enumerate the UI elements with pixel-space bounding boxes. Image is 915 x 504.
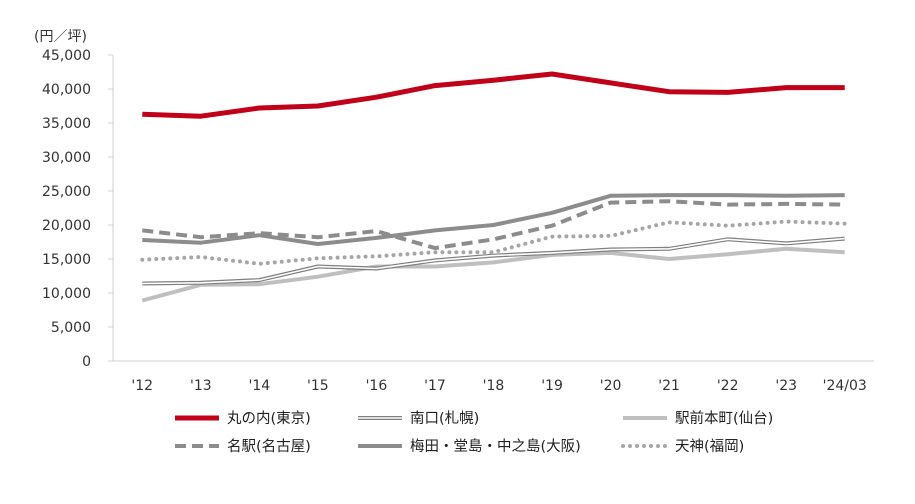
y-tick-label: 10,000 [42, 286, 91, 302]
series-3 [142, 199, 845, 251]
legend-item: 丸の内(東京) [175, 410, 311, 427]
x-tick-label: '23 [775, 378, 797, 394]
y-tick-label: 25,000 [42, 184, 91, 200]
series-5 [140, 219, 847, 266]
series-4 [142, 193, 845, 246]
series-1 [142, 236, 845, 286]
x-tick-label: '12 [131, 378, 153, 394]
y-tick-label: 15,000 [42, 252, 91, 268]
series-line [142, 193, 845, 246]
legend-label: 名駅(名古屋) [227, 438, 311, 455]
series-line-inner [142, 237, 845, 285]
y-tick-label: 0 [82, 354, 91, 370]
legend-label: 梅田・堂島・中之島(大阪) [410, 438, 581, 455]
y-tick-label: 40,000 [42, 82, 91, 98]
series-2 [141, 246, 845, 303]
x-tick-label: '24/03 [823, 378, 867, 394]
legend-item: 名駅(名古屋) [175, 438, 311, 455]
x-tick-label: '19 [541, 378, 563, 394]
legend-label: 南口(札幌) [410, 410, 479, 427]
y-tick-label: 20,000 [42, 218, 91, 234]
series-0 [142, 71, 845, 119]
x-tick-label: '20 [600, 378, 622, 394]
legend-label: 天神(福岡) [675, 438, 744, 455]
x-tick-label: '17 [424, 378, 446, 394]
legend-item: 駅前本町(仙台) [623, 410, 773, 427]
y-tick-label: 45,000 [42, 48, 91, 64]
x-tick-label: '15 [307, 378, 329, 394]
series-line [142, 199, 845, 251]
y-tick-label: 35,000 [42, 116, 91, 132]
legend-label: 駅前本町(仙台) [675, 410, 773, 427]
y-axis-ticks: 0 5,000 10,000 15,000 20,000 25,000 30,000 35,0… [42, 48, 113, 370]
series-layer [140, 71, 847, 303]
legend-item: 天神(福岡) [621, 438, 744, 455]
x-tick-label: '16 [366, 378, 388, 394]
x-tick-label: '22 [717, 378, 739, 394]
series-line [142, 71, 845, 119]
series-line [140, 219, 847, 266]
y-unit-label: (円／坪) [34, 29, 87, 45]
legend: 丸の内(東京) 南口(札幌) 駅前本町(仙台) 名駅(名古屋) 梅田・堂島・中之島(大阪… [175, 410, 773, 455]
x-tick-label: '13 [190, 378, 212, 394]
legend-item: 梅田・堂島・中之島(大阪) [358, 438, 581, 455]
x-axis-ticks: '12 '13 '14 '15 '16 '17 '18 '19 '20 '21 '22 '23 '24/… [131, 378, 866, 394]
y-tick-label: 5,000 [51, 320, 91, 336]
legend-item: 南口(札幌) [358, 410, 479, 427]
y-tick-label: 30,000 [42, 150, 91, 166]
x-tick-label: '14 [249, 378, 271, 394]
x-tick-label: '21 [658, 378, 680, 394]
series-line [141, 246, 845, 303]
x-tick-label: '18 [483, 378, 505, 394]
legend-label: 丸の内(東京) [227, 410, 311, 427]
